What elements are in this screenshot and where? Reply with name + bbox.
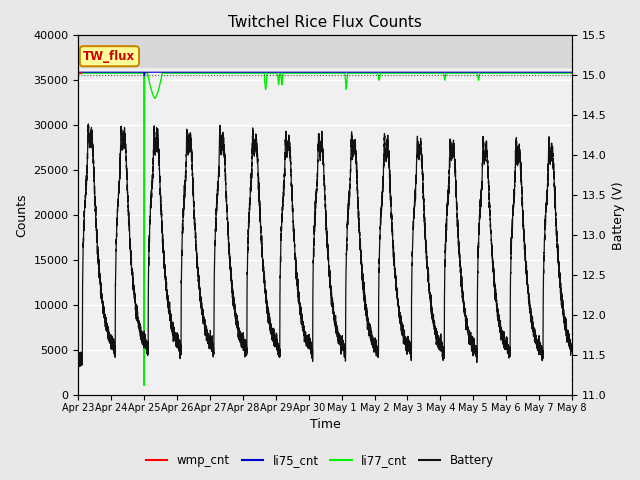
Text: TW_flux: TW_flux	[83, 50, 136, 63]
Y-axis label: Counts: Counts	[15, 193, 28, 237]
Legend: wmp_cnt, li75_cnt, li77_cnt, Battery: wmp_cnt, li75_cnt, li77_cnt, Battery	[141, 449, 499, 472]
Bar	[79, 36, 572, 67]
X-axis label: Time: Time	[310, 419, 340, 432]
Title: Twitchel Rice Flux Counts: Twitchel Rice Flux Counts	[228, 15, 422, 30]
Y-axis label: Battery (V): Battery (V)	[612, 181, 625, 250]
